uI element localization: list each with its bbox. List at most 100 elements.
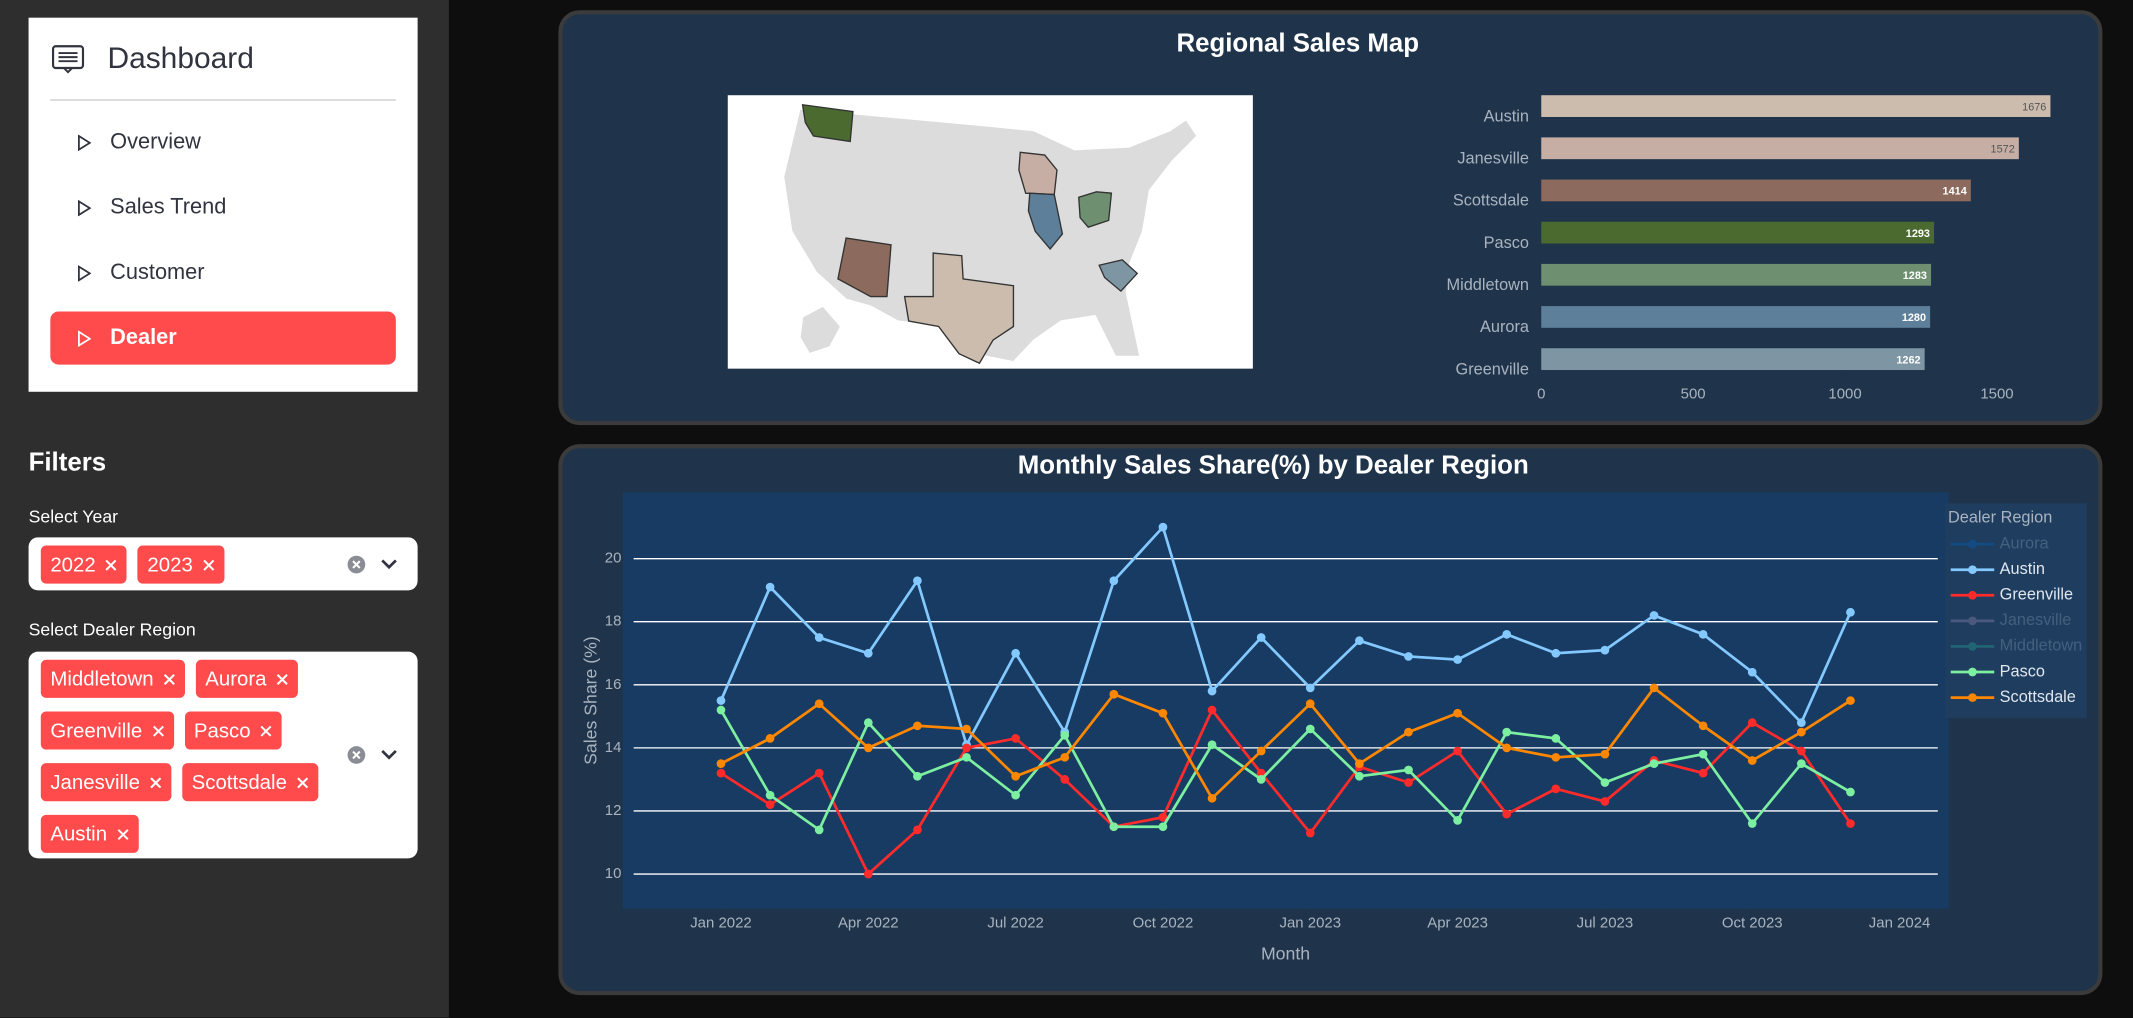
data-point <box>1846 819 1855 828</box>
legend-swatch <box>1968 590 1977 600</box>
data-point <box>1158 522 1168 532</box>
nav-icon <box>78 133 92 151</box>
data-point <box>716 759 726 768</box>
chip[interactable]: Janesville <box>40 763 172 802</box>
data-point <box>1551 648 1561 658</box>
data-point <box>1060 775 1070 784</box>
chip[interactable]: Pasco <box>184 711 282 750</box>
data-point <box>1502 629 1512 639</box>
legend-label: Middletown <box>2000 637 2083 655</box>
chip[interactable]: 2023 <box>137 545 225 584</box>
chip-list: Middletown Aurora Greenville Pasco Janesvill… <box>40 659 333 853</box>
dashboard-icon <box>51 45 85 74</box>
legend-swatch <box>1968 539 1977 549</box>
data-point <box>1453 746 1462 756</box>
data-point <box>1796 727 1806 737</box>
y-tick-label: 18 <box>605 613 622 630</box>
value-label: 1262 <box>1896 354 1920 366</box>
data-point <box>1600 797 1610 806</box>
data-point <box>1551 734 1561 743</box>
y-tick-label: 12 <box>605 802 622 819</box>
bar <box>1541 348 1925 371</box>
data-point <box>1649 611 1659 620</box>
dropdown-icon[interactable] <box>381 749 397 761</box>
x-tick-label: Jan 2022 <box>690 915 752 932</box>
data-point <box>1600 778 1610 787</box>
legend-swatch <box>1968 667 1977 677</box>
legend-item[interactable]: Scottsdale <box>1950 688 2076 706</box>
chip[interactable]: Aurora <box>195 659 298 698</box>
data-point <box>765 790 775 800</box>
data-point <box>1698 768 1708 778</box>
value-label: 1572 <box>1991 144 2015 156</box>
data-point <box>1453 708 1462 718</box>
legend-item[interactable]: Middletown <box>1950 637 2083 655</box>
data-point <box>1747 756 1757 765</box>
chip[interactable]: Greenville <box>40 711 174 750</box>
chip-remove <box>276 673 288 685</box>
x-tick-label: 0 <box>1537 385 1545 402</box>
series-line <box>720 686 1852 801</box>
data-point <box>1698 749 1708 759</box>
nav-item[interactable]: Sales Trend <box>50 181 396 234</box>
legend-item[interactable]: Aurora <box>1950 534 2050 552</box>
data-point <box>1698 721 1708 731</box>
chip[interactable]: Scottsdale <box>182 763 319 802</box>
data-point <box>962 724 971 734</box>
data-point <box>913 721 922 731</box>
chip-remove <box>117 828 129 840</box>
data-point <box>1551 784 1561 794</box>
value-label: 1414 <box>1943 186 1967 198</box>
data-point <box>1404 652 1413 661</box>
legend-item[interactable]: Austin <box>1950 560 2045 578</box>
legend-swatch <box>1968 616 1977 626</box>
chip-label: Scottsdale <box>191 770 287 794</box>
data-point <box>1011 771 1020 781</box>
x-tick-label: Jul 2022 <box>987 915 1044 932</box>
x-tick-label: 1000 <box>1828 385 1861 402</box>
data-point <box>1796 718 1806 727</box>
filter-label: Select Year <box>28 506 119 527</box>
chip-label: Janesville <box>50 770 140 794</box>
clear-icon[interactable] <box>347 745 366 764</box>
y-axis-title: Sales Share (%) <box>580 636 600 765</box>
dropdown-icon[interactable] <box>381 558 397 569</box>
data-point <box>814 699 824 709</box>
data-point <box>1404 765 1413 775</box>
chip[interactable]: 2022 <box>40 545 128 584</box>
legend-label: Aurora <box>2000 534 2050 552</box>
data-point <box>1502 809 1512 819</box>
y-tick-label: Aurora <box>1480 318 1530 336</box>
legend-swatch <box>1968 565 1977 575</box>
chip-label: Pasco <box>193 718 251 743</box>
legend-item[interactable]: Janesville <box>1950 611 2072 629</box>
data-point <box>1649 683 1659 693</box>
data-point <box>1355 771 1364 781</box>
y-tick-label: 10 <box>605 865 622 882</box>
data-point <box>1158 708 1168 718</box>
legend-item[interactable]: Greenville <box>1950 586 2073 604</box>
nav-title: Dashboard <box>107 40 254 75</box>
legend-label: Pasco <box>2000 662 2045 680</box>
nav-item[interactable]: Customer <box>50 246 396 299</box>
chip[interactable]: Austin <box>40 814 139 853</box>
data-point <box>1846 607 1855 617</box>
nav-icon <box>78 329 92 347</box>
nav-item[interactable]: Dealer <box>50 311 396 365</box>
value-label: 1676 <box>2022 101 2046 113</box>
legend-box <box>1945 503 2087 719</box>
x-tick-label: Jul 2023 <box>1577 915 1634 932</box>
data-point <box>1011 648 1020 658</box>
data-point <box>863 743 873 753</box>
clear-icon[interactable] <box>347 554 366 573</box>
bar <box>1541 306 1931 328</box>
chip-remove <box>150 776 162 788</box>
chip[interactable]: Middletown <box>40 659 185 698</box>
legend-item[interactable]: Pasco <box>1950 662 2045 680</box>
nav-item[interactable]: Overview <box>50 116 396 169</box>
year-select[interactable]: 2022 2023 <box>28 537 418 591</box>
region-select[interactable]: Middletown Aurora Greenville Pasco Janesvill… <box>28 651 418 859</box>
